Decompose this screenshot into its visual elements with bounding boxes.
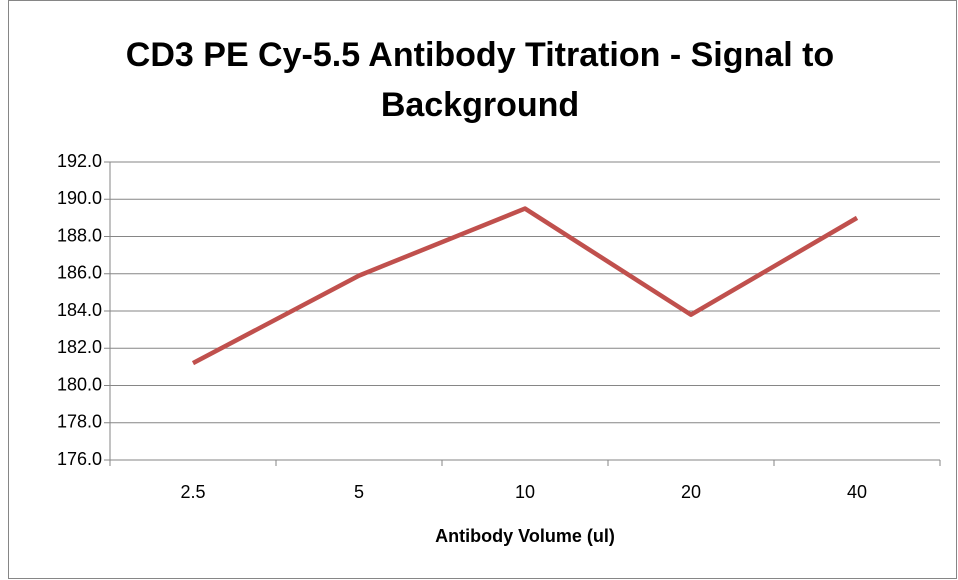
x-axis-title: Antibody Volume (ul) xyxy=(435,526,615,546)
x-tick-label: 10 xyxy=(515,482,535,502)
chart-border xyxy=(8,0,957,579)
y-tick-label: 188.0 xyxy=(57,225,102,245)
data-line xyxy=(191,206,859,366)
y-tick-label: 176.0 xyxy=(57,449,102,469)
x-tick-label: 5 xyxy=(354,482,364,502)
x-tick-label: 40 xyxy=(847,482,867,502)
y-tick-label: 186.0 xyxy=(57,263,102,283)
y-tick-label: 178.0 xyxy=(57,412,102,432)
y-tick-label: 192.0 xyxy=(57,151,102,171)
x-tick-label: 2.5 xyxy=(180,482,205,502)
x-tick-label: 20 xyxy=(681,482,701,502)
y-tick-label: 190.0 xyxy=(57,188,102,208)
chart-title: CD3 PE Cy-5.5 Antibody Titration - Signa… xyxy=(125,36,835,124)
y-tick-label: 184.0 xyxy=(57,300,102,320)
y-tick-label: 182.0 xyxy=(57,337,102,357)
y-tick-label: 180.0 xyxy=(57,374,102,394)
